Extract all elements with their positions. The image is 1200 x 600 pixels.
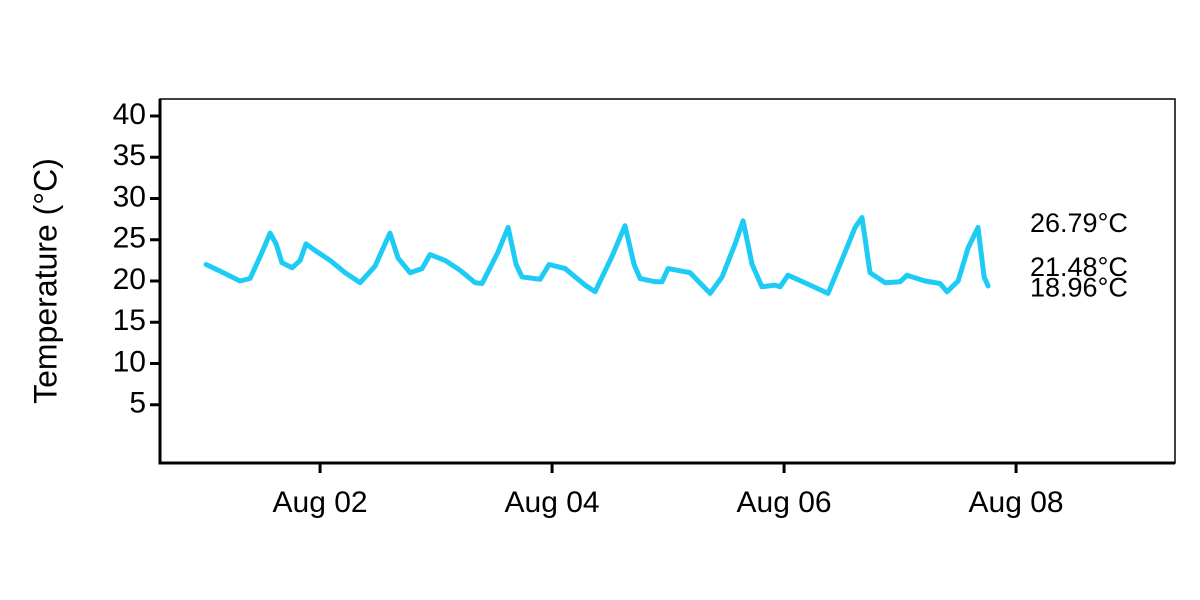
y-tick-label: 30 [113, 180, 146, 213]
y-tick-label: 10 [113, 345, 146, 378]
annotation: 21.48°C [1030, 252, 1128, 282]
x-tick-label: Aug 04 [505, 486, 600, 519]
x-tick-label: Aug 08 [969, 486, 1064, 519]
annotation: 26.79°C [1030, 208, 1128, 238]
annotation: 18.96°C [1030, 273, 1128, 303]
y-tick-label: 15 [113, 304, 146, 337]
x-tick-label: Aug 06 [737, 486, 832, 519]
y-tick-label: 35 [113, 139, 146, 172]
y-tick-label: 5 [129, 387, 146, 420]
y-tick-label: 20 [113, 263, 146, 296]
y-axis-label: Temperature (°C) [27, 158, 63, 404]
panel-border [159, 98, 1176, 464]
data-line [203, 215, 991, 296]
x-tick-label: Aug 02 [273, 486, 368, 519]
y-tick-label: 25 [113, 222, 146, 255]
y-tick-label: 40 [113, 98, 146, 131]
